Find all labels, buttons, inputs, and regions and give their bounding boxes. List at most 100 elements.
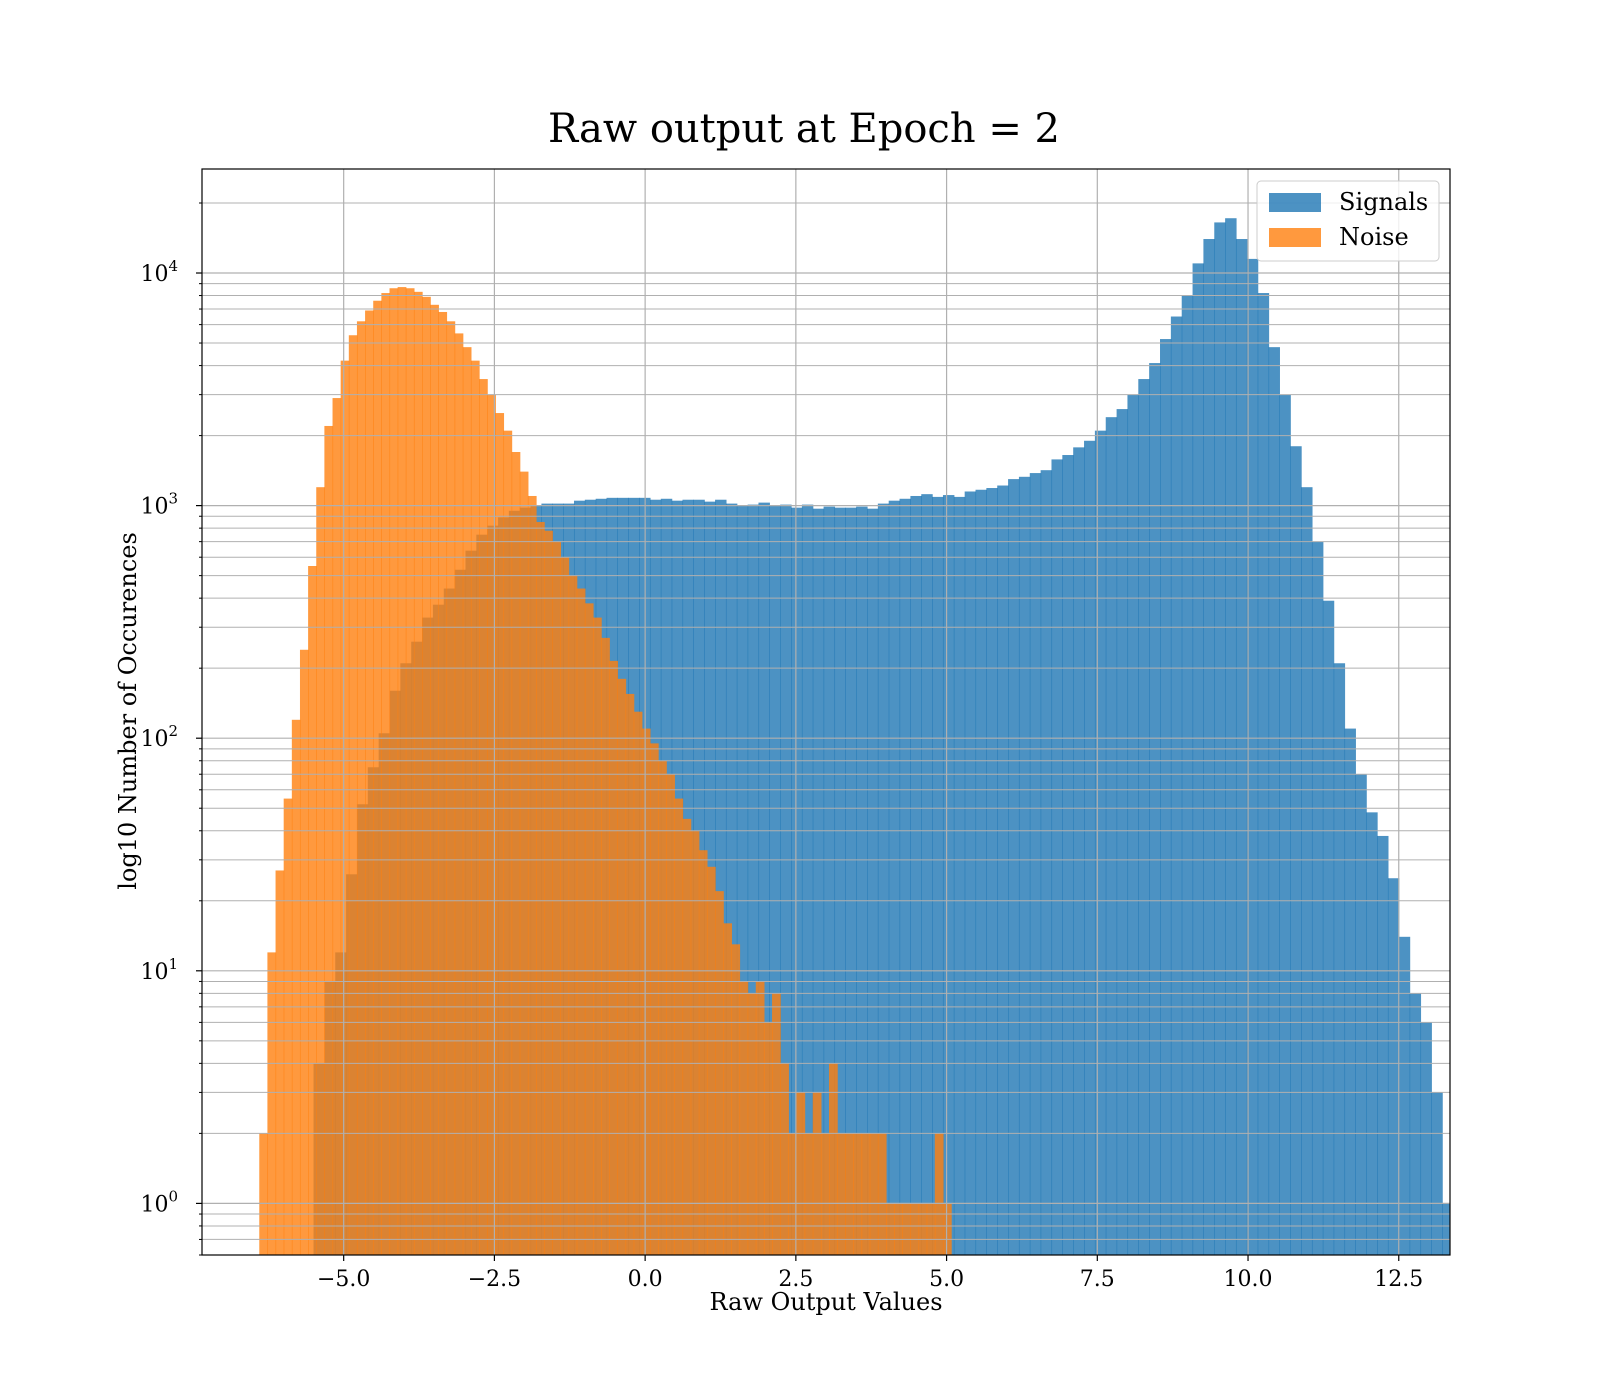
bar-noise (845, 1133, 855, 1255)
bar-noise (389, 288, 399, 1255)
bar-signals (1181, 295, 1194, 1255)
bar-noise (698, 850, 708, 1255)
bar-noise (755, 981, 765, 1255)
bar-noise (430, 304, 439, 1255)
bar-signals (823, 506, 836, 1255)
bar-noise (527, 495, 537, 1255)
bar-signals (975, 489, 987, 1255)
bar-noise (658, 760, 667, 1255)
bar-signals (780, 504, 792, 1255)
bar-noise (291, 719, 301, 1255)
bar-noise (715, 891, 724, 1255)
bar-noise (812, 1092, 822, 1255)
x-tick-label: 10.0 (1224, 1267, 1273, 1292)
bar-noise (885, 1203, 895, 1255)
bar-signals (1366, 812, 1378, 1255)
x-tick-label: −2.5 (468, 1267, 521, 1292)
bar-noise (942, 1203, 952, 1255)
bar-noise (519, 471, 529, 1255)
bar-signals (1192, 263, 1205, 1255)
bar-noise (365, 310, 374, 1255)
bar-signals (1442, 1203, 1450, 1255)
bar-signals (1235, 239, 1248, 1255)
bar-noise (479, 379, 488, 1255)
y-tick-label: 101 (140, 955, 178, 985)
x-tick-label: 7.5 (1080, 1267, 1115, 1292)
bar-signals (1170, 316, 1183, 1255)
x-tick-label: 5.0 (929, 1267, 964, 1292)
x-tick-label: 12.5 (1374, 1267, 1423, 1292)
bar-noise (316, 487, 325, 1255)
bar-noise (511, 452, 521, 1255)
bar-noise (503, 430, 513, 1255)
bar-noise (633, 711, 643, 1255)
bar-noise (617, 678, 627, 1255)
x-tick-label: 2.5 (778, 1267, 813, 1292)
bar-noise (308, 566, 317, 1255)
bar-signals (801, 504, 814, 1255)
bar-noise (690, 830, 700, 1255)
bar-signals (1268, 347, 1280, 1255)
bar-signals (747, 504, 760, 1255)
bar-noise (267, 952, 277, 1255)
bar-signals (769, 505, 781, 1255)
bar-signals (736, 505, 749, 1255)
bar-noise (869, 1133, 879, 1255)
bar-signals (1322, 600, 1335, 1255)
bar-noise (763, 1022, 773, 1255)
x-axis-label: Raw Output Values (709, 1288, 942, 1316)
bar-noise (918, 1203, 928, 1255)
bar-noise (877, 1133, 887, 1255)
bar-signals (1377, 835, 1389, 1255)
bar-signals (1029, 473, 1042, 1255)
bar-noise (552, 541, 562, 1255)
bar-signals (1094, 430, 1107, 1255)
bar-signals (986, 488, 998, 1255)
bar-noise (275, 870, 285, 1255)
bar-signals (1344, 728, 1356, 1255)
bar-noise (609, 660, 618, 1255)
bar-signals (1138, 379, 1150, 1255)
bar-noise (853, 1133, 863, 1255)
bar-noise (413, 291, 423, 1255)
bar-signals (1105, 417, 1118, 1255)
legend-label-signals: Signals (1339, 188, 1428, 216)
bar-signals (877, 503, 890, 1255)
bar-noise (706, 866, 716, 1255)
y-tick-label: 102 (140, 722, 178, 752)
bar-signals (1311, 541, 1324, 1255)
bar-signals (845, 507, 857, 1255)
axes-frame (201, 168, 1451, 1256)
bar-noise (788, 1133, 798, 1255)
bar-noise (454, 333, 464, 1255)
bar-signals (964, 491, 977, 1255)
chart-title: Raw output at Epoch = 2 (548, 106, 1060, 152)
bar-signals (1149, 363, 1161, 1255)
bar-signals (921, 494, 933, 1255)
bar-noise (739, 981, 749, 1255)
bar-noise (674, 798, 684, 1255)
bar-noise (576, 588, 586, 1255)
bar-noise (796, 1092, 806, 1255)
legend-swatch-signals (1269, 193, 1321, 212)
bar-noise (861, 1133, 871, 1255)
bar-noise (902, 1203, 912, 1255)
bar-noise (373, 300, 382, 1255)
x-tick-label: −5.0 (317, 1267, 370, 1292)
bar-noise (804, 1133, 814, 1255)
bar-noise (259, 1133, 269, 1255)
bar-signals (1398, 936, 1411, 1255)
bar-noise (299, 649, 309, 1255)
bar-signals (1040, 470, 1053, 1255)
bar-noise (934, 1133, 944, 1255)
bar-signals (1203, 239, 1215, 1255)
bar-noise (560, 557, 570, 1255)
bar-signals (791, 507, 803, 1255)
bar-noise (584, 603, 594, 1255)
bar-signals (1084, 440, 1096, 1255)
bar-noise (837, 1133, 846, 1255)
bar-signals (1420, 1022, 1432, 1255)
plot-area: −5.0 −2.5 0.0 2.5 5.0 7.5 10.0 12.5 100 101 102 103… (140, 168, 1451, 1292)
bar-noise (332, 398, 342, 1255)
